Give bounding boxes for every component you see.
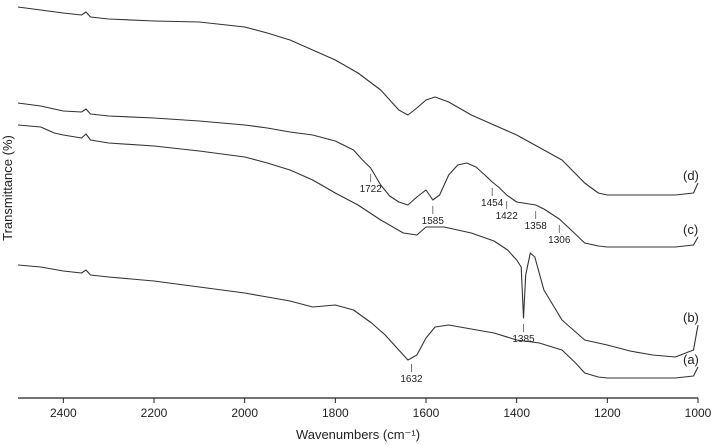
series-line-1: [17, 6, 699, 196]
peak-annotation: 1722: [360, 184, 383, 195]
x-tick-label: 2000: [231, 406, 258, 420]
series-line-2: [17, 102, 699, 248]
series-name-label: (c): [683, 222, 698, 237]
x-tick-label: 1800: [322, 406, 349, 420]
series-name-label: (d): [683, 168, 699, 183]
peak-annotation: 1358: [525, 221, 548, 232]
peak-annotation: 1585: [422, 216, 445, 227]
series-group: (d) (c) (b) (a): [17, 6, 699, 379]
peak-annotation: 1454: [481, 198, 504, 209]
x-axis-label: Wavenumbers (cm⁻¹): [296, 427, 420, 442]
peak-annotation: 1306: [548, 235, 571, 246]
series-line-3: [17, 124, 699, 358]
peak-annotation: 1632: [400, 374, 423, 385]
y-axis-label: Transmittance (%): [0, 135, 15, 241]
x-tick-label: 1600: [413, 406, 440, 420]
x-tick-group: 2400 2200 2000 1800 1600 1400 1200 1000: [50, 398, 712, 420]
x-tick-label: 1400: [503, 406, 530, 420]
peak-annotation: 1422: [496, 211, 519, 222]
x-tick-label: 2200: [141, 406, 168, 420]
series-name-label: (a): [683, 352, 699, 367]
x-tick-label: 2400: [50, 406, 77, 420]
series-name-label: (b): [683, 310, 699, 325]
x-tick-label: 1000: [685, 406, 712, 420]
x-tick-label: 1200: [594, 406, 621, 420]
peak-annotation: 1385: [512, 334, 535, 345]
series-line-4: [17, 264, 699, 379]
